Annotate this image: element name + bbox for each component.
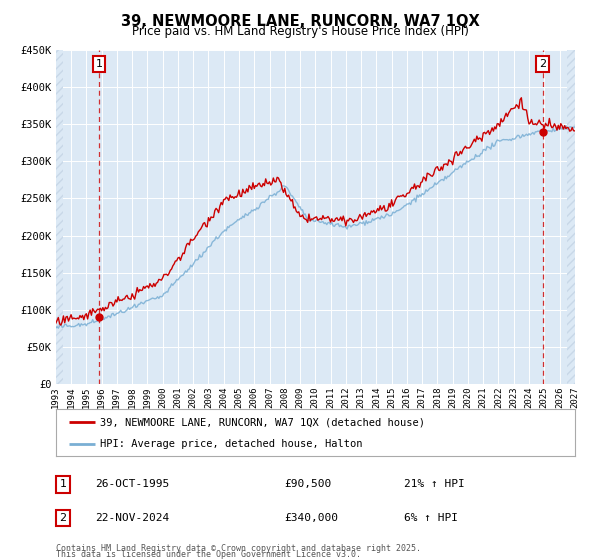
Text: This data is licensed under the Open Government Licence v3.0.: This data is licensed under the Open Gov…	[56, 550, 361, 559]
Text: Contains HM Land Registry data © Crown copyright and database right 2025.: Contains HM Land Registry data © Crown c…	[56, 544, 421, 553]
Text: Price paid vs. HM Land Registry's House Price Index (HPI): Price paid vs. HM Land Registry's House …	[131, 25, 469, 38]
Bar	[567, 50, 575, 384]
Text: 21% ↑ HPI: 21% ↑ HPI	[404, 479, 464, 489]
Bar	[56, 50, 64, 384]
Text: 39, NEWMOORE LANE, RUNCORN, WA7 1QX: 39, NEWMOORE LANE, RUNCORN, WA7 1QX	[121, 14, 479, 29]
Text: £90,500: £90,500	[284, 479, 331, 489]
Text: 1: 1	[59, 479, 67, 489]
Text: 2: 2	[59, 513, 67, 523]
Text: 2: 2	[539, 59, 547, 69]
Text: 22-NOV-2024: 22-NOV-2024	[95, 513, 169, 523]
Text: HPI: Average price, detached house, Halton: HPI: Average price, detached house, Halt…	[100, 439, 362, 449]
Text: 6% ↑ HPI: 6% ↑ HPI	[404, 513, 458, 523]
Text: 26-OCT-1995: 26-OCT-1995	[95, 479, 169, 489]
Text: 39, NEWMOORE LANE, RUNCORN, WA7 1QX (detached house): 39, NEWMOORE LANE, RUNCORN, WA7 1QX (det…	[100, 417, 425, 427]
Text: £340,000: £340,000	[284, 513, 338, 523]
Text: 1: 1	[95, 59, 103, 69]
